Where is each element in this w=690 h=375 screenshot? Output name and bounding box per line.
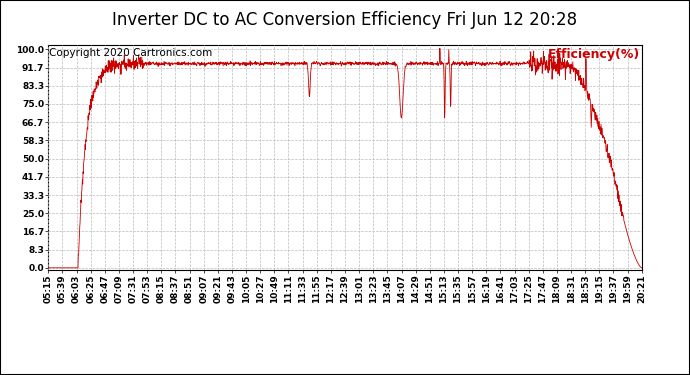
- Text: Inverter DC to AC Conversion Efficiency Fri Jun 12 20:28: Inverter DC to AC Conversion Efficiency …: [112, 11, 578, 29]
- Text: Copyright 2020 Cartronics.com: Copyright 2020 Cartronics.com: [50, 48, 213, 58]
- Text: Efficiency(%): Efficiency(%): [549, 48, 640, 62]
